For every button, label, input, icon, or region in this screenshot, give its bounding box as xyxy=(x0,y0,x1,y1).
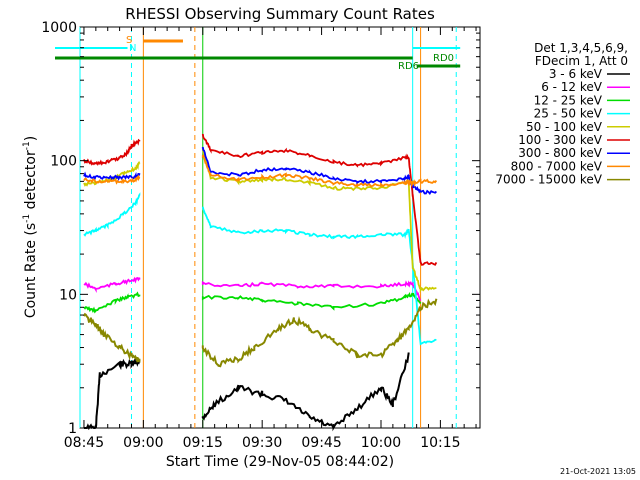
series-line-b xyxy=(201,148,437,293)
x-tick-label: 09:30 xyxy=(242,435,282,451)
x-tick-label: 10:15 xyxy=(420,435,460,451)
legend-label: 50 - 100 keV xyxy=(526,120,603,134)
series-line-b xyxy=(201,280,422,302)
series-line-b xyxy=(201,146,438,196)
series-line-b xyxy=(201,298,438,368)
series-line-b xyxy=(201,292,422,311)
series-layer xyxy=(83,133,438,432)
legend-label: 12 - 25 keV xyxy=(534,93,603,107)
y-axis-ticks: 1 10 100 1000 xyxy=(41,20,480,437)
observation-markers xyxy=(55,27,461,428)
y-tick-label: 10 xyxy=(59,287,77,303)
x-axis-label: Start Time (29-Nov-05 08:44:02) xyxy=(166,454,394,470)
chart-title: RHESSI Observing Summary Count Rates xyxy=(125,5,435,23)
legend-label: 100 - 300 keV xyxy=(518,133,602,147)
series-line-a xyxy=(83,192,141,237)
y-axis-label: Count Rate (s-1 detector-1) xyxy=(22,136,39,318)
y-axis-label-sup1: -1 xyxy=(22,214,32,223)
y-tick-label: 1 xyxy=(68,421,77,437)
x-tick-label: 09:00 xyxy=(123,435,163,451)
legend-label: 6 - 12 keV xyxy=(541,80,603,94)
legend-label: 800 - 7000 keV xyxy=(511,159,603,173)
annotation-rd0: RD0 xyxy=(433,53,454,64)
y-axis-label-sup2: -1 xyxy=(22,141,32,150)
legend-label: 25 - 50 keV xyxy=(534,107,603,121)
y-axis-label-mid: detector xyxy=(23,150,39,214)
series-line-a xyxy=(83,312,141,364)
series-line-b xyxy=(201,206,437,346)
y-axis-label-end: ) xyxy=(23,136,39,141)
x-tick-label: 09:15 xyxy=(183,435,223,451)
x-axis-ticks: 08:45 09:00 09:15 09:30 09:45 10:00 10:15 xyxy=(64,27,477,451)
y-tick-label: 100 xyxy=(50,154,77,170)
y-tick-label: 1000 xyxy=(41,20,77,36)
series-line-a xyxy=(83,174,141,185)
legend-label: 3 - 6 keV xyxy=(549,67,603,81)
plot-frame xyxy=(79,26,481,429)
x-tick-label: 10:00 xyxy=(361,435,401,451)
series-line-a xyxy=(83,291,141,314)
series-line-b xyxy=(201,352,410,432)
annotation-rd6: RD6 xyxy=(398,61,419,72)
series-line-a xyxy=(83,171,141,181)
series-line-a xyxy=(83,276,141,294)
series-line-b xyxy=(201,133,438,266)
x-tick-label: 09:45 xyxy=(301,435,341,451)
legend-label: 300 - 800 keV xyxy=(518,146,602,160)
y-axis-label-main: Count Rate (s xyxy=(23,223,39,318)
date-stamp: 21-Oct-2021 13:05 xyxy=(560,467,636,476)
series-line-b xyxy=(201,154,438,188)
legend-header-detectors: Det 1,3,4,5,6,9, xyxy=(534,41,628,55)
series-line-a xyxy=(84,357,141,431)
legend: Det 1,3,4,5,6,9, FDecim 1, Att 0 3 - 6 k… xyxy=(495,41,630,187)
series-line-a xyxy=(83,138,141,166)
legend-header-decimation: FDecim 1, Att 0 xyxy=(535,54,628,68)
annotation-n: N xyxy=(129,43,136,54)
annotation-s: S xyxy=(126,35,132,46)
x-tick-label: 08:45 xyxy=(64,435,104,451)
legend-label: 7000 - 15000 keV xyxy=(495,173,602,187)
